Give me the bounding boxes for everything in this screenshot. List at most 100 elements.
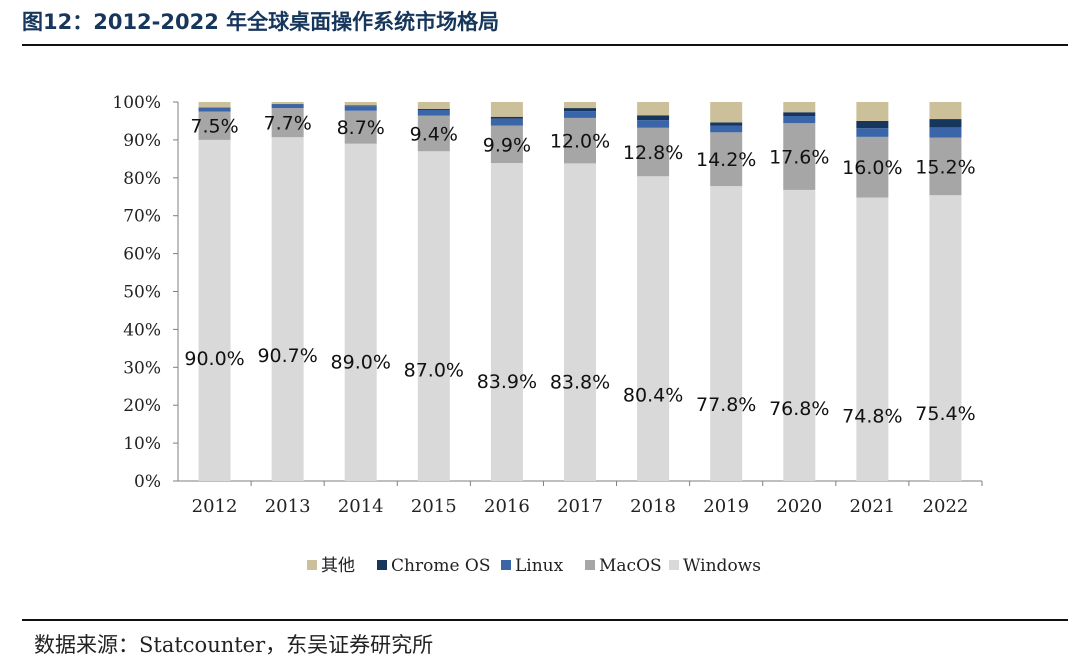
x-tick-label: 2017 — [557, 496, 603, 517]
x-tick-label: 2019 — [703, 496, 749, 517]
data-label-windows: 77.8% — [696, 394, 756, 416]
bar-segment-linux — [198, 107, 231, 112]
bar-segment-linux — [710, 125, 743, 133]
bar-segment-linux — [856, 128, 889, 137]
bar-segment-chrome-os — [856, 120, 889, 129]
bar-segment-其他 — [490, 102, 523, 117]
bar-segment-windows — [710, 186, 743, 481]
legend-label: Windows — [683, 556, 761, 576]
data-label-windows: 90.7% — [257, 345, 317, 367]
bar-segment-macos — [564, 117, 596, 164]
legend-swatch-macos — [585, 560, 595, 570]
bar-segment-其他 — [783, 102, 816, 113]
bar-segment-其他 — [564, 102, 596, 109]
y-tick-label: 70% — [123, 207, 161, 227]
stacked-bar-chart: 0% 10% 20% 30% 40% 50% 60% 70% 80% 90% 100% 2012 201… — [112, 93, 983, 576]
bar-segment-chrome-os — [564, 108, 596, 112]
y-tick-label: 30% — [123, 358, 161, 378]
data-label-windows: 89.0% — [331, 352, 391, 374]
bar-segment-chrome-os — [344, 105, 377, 107]
y-tick-label: 80% — [123, 169, 161, 189]
y-tick-label: 0% — [134, 472, 161, 492]
bar-segment-其他 — [710, 102, 743, 123]
x-tick-label: 2018 — [630, 496, 676, 517]
bar-segment-windows — [271, 137, 304, 481]
bar-segment-windows — [564, 163, 596, 481]
source-rule — [22, 619, 1068, 621]
data-label-macos: 17.6% — [769, 147, 829, 169]
data-label-macos: 12.0% — [550, 131, 610, 153]
bar-segment-macos — [344, 110, 377, 144]
bar-segment-macos — [271, 108, 304, 138]
title-rule — [22, 44, 1068, 46]
bar-segment-其他 — [417, 102, 450, 109]
legend-label: 其他 — [321, 556, 355, 576]
legend-swatch-其他 — [307, 560, 317, 570]
bar-segment-linux — [417, 109, 450, 116]
bar-segment-其他 — [929, 102, 962, 120]
legend-label: Linux — [515, 556, 564, 576]
data-label-windows: 83.8% — [550, 371, 610, 393]
bar-segment-macos — [417, 115, 450, 152]
y-tick-label: 60% — [123, 245, 161, 265]
bar-segment-linux — [929, 127, 962, 138]
x-tick-label: 2021 — [849, 496, 895, 517]
legend-swatch-linux — [501, 560, 511, 570]
bar-segment-linux — [637, 120, 670, 128]
bar-segment-linux — [271, 104, 304, 109]
legend-swatch-chrome-os — [377, 560, 387, 570]
bar-segment-macos — [783, 123, 816, 190]
bar-segment-linux — [490, 118, 523, 126]
bar-segment-chrome-os — [783, 112, 816, 117]
data-label-macos: 9.4% — [410, 123, 458, 145]
y-tick-label: 100% — [112, 93, 161, 113]
x-tick-label: 2014 — [338, 496, 384, 517]
data-label-macos: 16.0% — [842, 157, 902, 179]
data-label-macos: 7.5% — [190, 116, 238, 138]
bar-segment-windows — [198, 139, 231, 481]
y-tick-label: 10% — [123, 434, 161, 454]
data-label-windows: 74.8% — [842, 406, 902, 428]
bar-segment-windows — [783, 189, 816, 482]
y-tick-label: 20% — [123, 396, 161, 416]
bar-segment-macos — [929, 137, 962, 196]
data-label-macos: 8.7% — [337, 117, 385, 139]
y-tick-label: 40% — [123, 320, 161, 340]
data-label-windows: 76.8% — [769, 398, 829, 420]
bar-segment-windows — [929, 195, 962, 481]
y-tick-label: 90% — [123, 131, 161, 151]
x-tick-label: 2016 — [484, 496, 530, 517]
data-label-windows: 90.0% — [184, 348, 244, 370]
data-label-windows: 80.4% — [623, 384, 683, 406]
y-tick-label: 50% — [123, 283, 161, 303]
x-tick-label: 2013 — [265, 496, 311, 517]
data-label-macos: 15.2% — [915, 156, 975, 178]
bar-segment-macos — [637, 127, 670, 177]
data-label-windows: 87.0% — [404, 359, 464, 381]
bar-segment-windows — [637, 176, 670, 481]
source-note: 数据来源：Statcounter，东吴证券研究所 — [34, 633, 434, 657]
x-tick-label: 2020 — [776, 496, 822, 517]
data-label-macos: 7.7% — [263, 113, 311, 135]
bar-segment-chrome-os — [929, 119, 962, 128]
bar-segment-macos — [490, 125, 523, 164]
bar-segment-其他 — [637, 102, 670, 116]
data-label-windows: 83.9% — [477, 371, 537, 393]
bar-segment-windows — [856, 197, 889, 481]
bar-segment-linux — [344, 106, 377, 111]
legend-swatch-windows — [669, 560, 679, 570]
data-label-macos: 14.2% — [696, 149, 756, 171]
x-tick-label: 2022 — [923, 496, 969, 517]
bar-segment-windows — [344, 143, 377, 481]
bar-segment-linux — [564, 111, 596, 118]
bar-segment-windows — [490, 163, 523, 482]
bar-segment-windows — [417, 151, 450, 481]
x-tick-label: 2015 — [411, 496, 457, 517]
legend-label: MacOS — [599, 556, 662, 576]
data-label-macos: 12.8% — [623, 142, 683, 164]
bar-segment-其他 — [344, 102, 377, 106]
bar-segment-chrome-os — [490, 116, 523, 119]
bar-segment-linux — [783, 116, 816, 124]
bar-segment-macos — [856, 136, 889, 198]
bar-segment-chrome-os — [637, 115, 670, 121]
